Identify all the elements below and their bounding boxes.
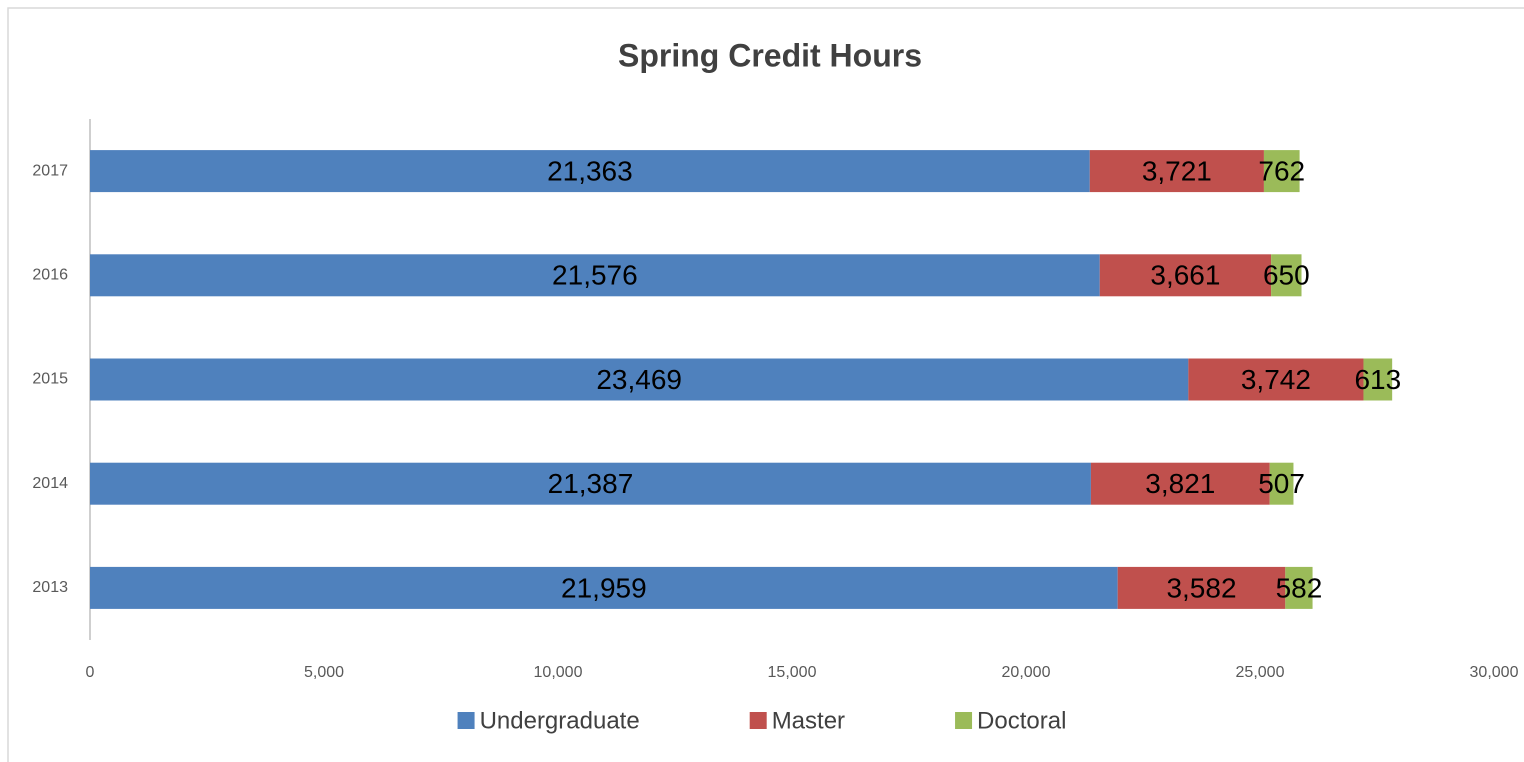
bar-segment <box>90 462 1091 505</box>
data-label: 3,742 <box>1241 364 1311 395</box>
bar-segment <box>1089 150 1264 193</box>
x-tick-label: 30,000 <box>1470 664 1519 681</box>
data-label: 3,661 <box>1150 260 1220 291</box>
data-label: 582 <box>1276 572 1323 603</box>
y-tick-label: 2013 <box>32 579 68 596</box>
bar-segment <box>1285 566 1313 609</box>
data-label: 21,959 <box>561 572 647 603</box>
data-label: 3,582 <box>1166 572 1236 603</box>
legend-label: Master <box>772 707 845 734</box>
bar-segment <box>1090 462 1270 505</box>
bar-segment <box>1188 358 1364 401</box>
bar-segment <box>1117 566 1286 609</box>
bar-segment <box>90 566 1118 609</box>
data-label: 23,469 <box>596 364 682 395</box>
bar-segment <box>90 358 1189 401</box>
legend-label: Doctoral <box>977 707 1066 734</box>
bar-segment <box>1271 254 1302 297</box>
legend-swatch <box>955 712 973 729</box>
y-tick-label: 2016 <box>32 267 68 284</box>
data-label: 3,721 <box>1142 155 1212 186</box>
bar-segment <box>1263 150 1300 193</box>
y-tick-label: 2014 <box>32 475 68 492</box>
x-tick-label: 20,000 <box>1002 664 1051 681</box>
bar-segment <box>1099 254 1272 297</box>
x-tick-label: 25,000 <box>1236 664 1285 681</box>
bar-segment <box>90 254 1100 297</box>
data-label: 21,363 <box>547 155 633 186</box>
x-tick-label: 5,000 <box>304 664 344 681</box>
data-label: 21,576 <box>552 260 638 291</box>
data-label: 3,821 <box>1145 468 1215 499</box>
data-label: 762 <box>1258 155 1305 186</box>
bar-segment <box>1363 358 1393 401</box>
chart-title: Spring Credit Hours <box>618 37 922 73</box>
x-tick-label: 0 <box>86 664 95 681</box>
data-label: 507 <box>1258 468 1305 499</box>
y-tick-label: 2017 <box>32 162 68 179</box>
data-label: 613 <box>1354 364 1401 395</box>
legend-swatch <box>457 712 475 729</box>
bar-segment <box>1269 462 1294 505</box>
x-tick-label: 15,000 <box>768 664 817 681</box>
data-label: 650 <box>1263 260 1310 291</box>
legend-label: Undergraduate <box>480 707 640 734</box>
data-label: 21,387 <box>548 468 634 499</box>
x-tick-label: 10,000 <box>534 664 583 681</box>
y-tick-label: 2015 <box>32 371 68 388</box>
legend-swatch <box>749 712 767 729</box>
bar-segment <box>90 150 1090 193</box>
